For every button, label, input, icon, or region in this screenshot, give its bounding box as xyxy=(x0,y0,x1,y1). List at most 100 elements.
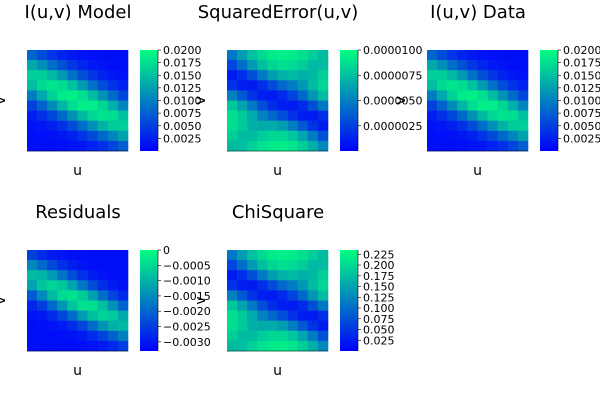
heatmap-cell xyxy=(37,110,48,121)
heatmap-cell xyxy=(77,120,88,132)
heatmap-cell xyxy=(317,270,329,281)
heatmap-cell xyxy=(467,120,478,132)
heatmap-cell xyxy=(487,110,498,121)
colorbar xyxy=(140,50,158,151)
colorbar-tick-label: 0.0150 xyxy=(163,69,202,82)
colorbar-tick-label: 0.125 xyxy=(363,291,395,304)
heatmap-cell xyxy=(457,120,468,132)
heatmap-cell xyxy=(97,90,109,101)
heatmap-cell xyxy=(87,100,98,111)
heatmap-cell xyxy=(227,70,238,81)
heatmap-cell xyxy=(497,130,509,142)
heatmap-cell xyxy=(267,280,278,291)
heatmap-cell xyxy=(427,90,438,101)
heatmap-cell xyxy=(307,290,319,301)
heatmap-cell xyxy=(477,80,488,91)
heatmap-cell xyxy=(317,50,329,61)
heatmap-cell xyxy=(107,50,119,61)
heatmap-panel-4: Residuals u v 0 −0.0005 −0.0010 −0.0015 −0.0020… xyxy=(0,202,211,379)
heatmap-cell xyxy=(517,50,529,61)
heatmap-cell xyxy=(47,50,58,61)
heatmap-cell xyxy=(427,120,438,132)
heatmap-cell xyxy=(237,120,248,132)
heatmap-cell xyxy=(297,340,309,352)
heatmap-cell xyxy=(477,120,488,132)
heatmap-cell xyxy=(57,80,68,91)
heatmap-cell xyxy=(317,310,329,321)
heatmap-cell xyxy=(457,50,468,61)
heatmap-cell xyxy=(287,110,298,121)
heatmap-cell xyxy=(107,310,119,321)
colorbar-tick-label: 0.0125 xyxy=(163,82,202,95)
panel-title: I(u,v) Data xyxy=(430,2,526,23)
heatmap-cell xyxy=(27,110,38,121)
heatmap-cell xyxy=(297,60,309,71)
heatmap-cell xyxy=(427,60,438,71)
heatmap-cell xyxy=(27,330,38,342)
heatmap-cell xyxy=(37,300,48,311)
heatmap-cell xyxy=(297,140,309,152)
heatmap-cell xyxy=(297,70,309,81)
heatmap-cell xyxy=(487,120,498,132)
heatmap-cell xyxy=(477,60,488,71)
heatmap-cell xyxy=(287,80,298,91)
colorbar-tick-label: −0.0025 xyxy=(163,321,211,334)
heatmap-cell xyxy=(67,130,78,142)
heatmap-cell xyxy=(317,320,329,332)
heatmap-cell xyxy=(277,280,288,291)
heatmap-cell xyxy=(27,90,38,101)
heatmap-cell xyxy=(87,140,98,152)
heatmap-cell xyxy=(57,300,68,311)
heatmap-cell xyxy=(247,290,258,301)
heatmap-cell xyxy=(517,70,529,81)
heatmap-cell xyxy=(447,120,458,132)
heatmap-cell xyxy=(427,70,438,81)
heatmap-cell xyxy=(47,140,58,152)
heatmap-cell xyxy=(477,100,488,111)
heatmap-cell xyxy=(237,100,248,111)
heatmap-cell xyxy=(27,60,38,71)
heatmap-cell xyxy=(227,50,238,61)
heatmap-cell xyxy=(257,250,268,261)
heatmap-cell xyxy=(317,290,329,301)
heatmap-cell xyxy=(247,90,258,101)
heatmap-cell xyxy=(227,290,238,301)
heatmap-cell xyxy=(117,80,129,91)
heatmap-cell xyxy=(107,280,119,291)
heatmap-cell xyxy=(87,330,98,342)
heatmap-cell xyxy=(77,250,88,261)
heatmap-cell xyxy=(437,80,448,91)
heatmap-cell xyxy=(67,80,78,91)
heatmap-cell xyxy=(47,290,58,301)
heatmap-cell xyxy=(257,280,268,291)
heatmap-cell xyxy=(247,270,258,281)
heatmap-cell xyxy=(77,290,88,301)
heatmap-cell xyxy=(87,280,98,291)
heatmap-cell xyxy=(97,70,109,81)
heatmap-cell xyxy=(27,310,38,321)
heatmap-cell xyxy=(27,270,38,281)
heatmap-cell xyxy=(117,310,129,321)
colorbar-tick-label: 0.225 xyxy=(363,248,395,261)
heatmap-cell xyxy=(47,100,58,111)
heatmap-cell xyxy=(467,130,478,142)
heatmap-cell xyxy=(227,340,238,352)
heatmap-cell xyxy=(107,130,119,142)
heatmap-cell xyxy=(107,80,119,91)
heatmap-cell xyxy=(57,310,68,321)
heatmap-cell xyxy=(437,60,448,71)
heatmap-cell xyxy=(477,50,488,61)
heatmap-cell xyxy=(117,50,129,61)
heatmap-cell xyxy=(267,270,278,281)
heatmap-cell xyxy=(467,90,478,101)
heatmap-cell xyxy=(227,300,238,311)
heatmap-cell xyxy=(77,320,88,332)
heatmap-cell xyxy=(267,70,278,81)
heatmap-cell xyxy=(267,250,278,261)
heatmap-cell xyxy=(67,280,78,291)
heatmap-cell xyxy=(287,120,298,132)
heatmap-cell xyxy=(97,110,109,121)
heatmap-cell xyxy=(307,80,319,91)
heatmap-cell xyxy=(297,310,309,321)
heatmap-cell xyxy=(317,100,329,111)
